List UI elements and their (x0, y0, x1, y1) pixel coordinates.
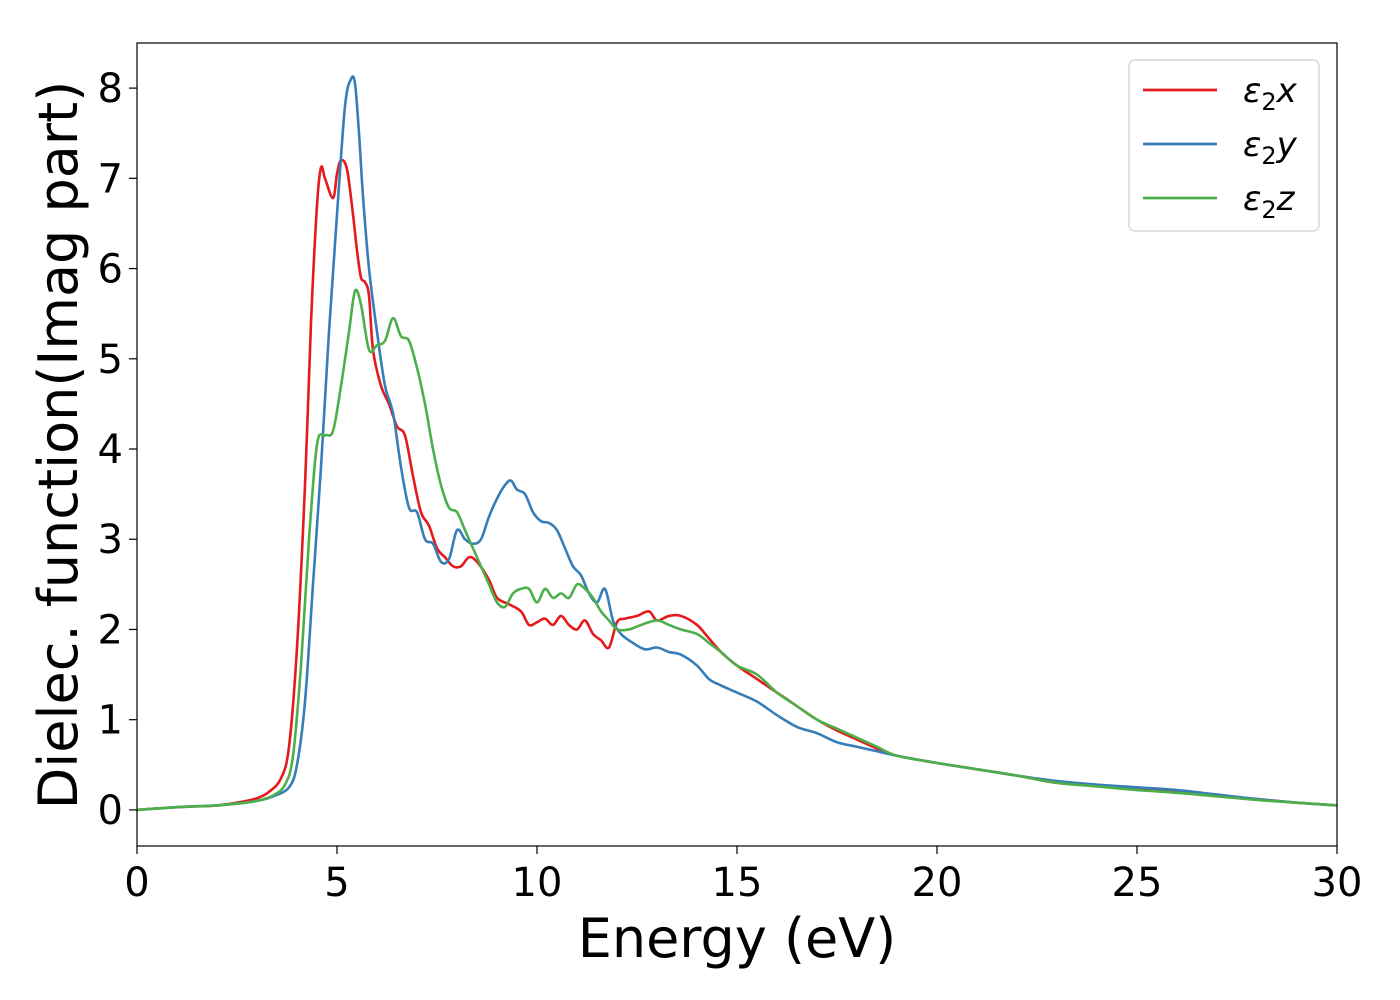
legend-label: ε2x (1243, 71, 1298, 116)
y-tick-label: 6 (98, 247, 123, 293)
y-tick-label: 3 (98, 517, 123, 563)
x-axis-ticks: 0 5 10 15 20 25 30 (124, 846, 1362, 906)
y-axis-label: Dielec. function(Imag part) (27, 81, 90, 810)
x-axis-label: Energy (eV) (578, 907, 897, 970)
y-tick-label: 5 (98, 337, 123, 383)
y-tick-label: 2 (98, 607, 123, 653)
y-tick-label: 8 (98, 66, 123, 112)
legend-box (1128, 59, 1320, 232)
x-tick-label: 5 (324, 860, 349, 906)
series-layer (137, 75, 1337, 812)
legend-item: ε2y (1143, 125, 1298, 170)
legend: ε2x ε2y ε2z (1128, 59, 1320, 232)
y-tick-label: 7 (98, 156, 123, 202)
x-tick-label: 15 (712, 860, 763, 906)
y-axis-ticks: 0 1 2 3 4 5 6 7 8 (98, 66, 137, 834)
series-eps2y-line (137, 75, 1337, 812)
x-tick-label: 30 (1312, 860, 1363, 906)
legend-label: ε2y (1243, 125, 1298, 170)
legend-label: ε2z (1243, 179, 1296, 224)
series-eps2z-line (137, 288, 1337, 812)
x-tick-label: 25 (1112, 860, 1163, 906)
y-tick-label: 1 (98, 698, 123, 744)
series-eps2x-line (137, 158, 1337, 812)
x-tick-label: 20 (912, 860, 963, 906)
y-tick-label: 4 (98, 427, 123, 473)
y-tick-label: 0 (98, 788, 123, 834)
x-tick-label: 0 (124, 860, 149, 906)
legend-item: ε2z (1143, 179, 1296, 224)
legend-item: ε2x (1143, 71, 1298, 116)
x-tick-label: 10 (512, 860, 563, 906)
